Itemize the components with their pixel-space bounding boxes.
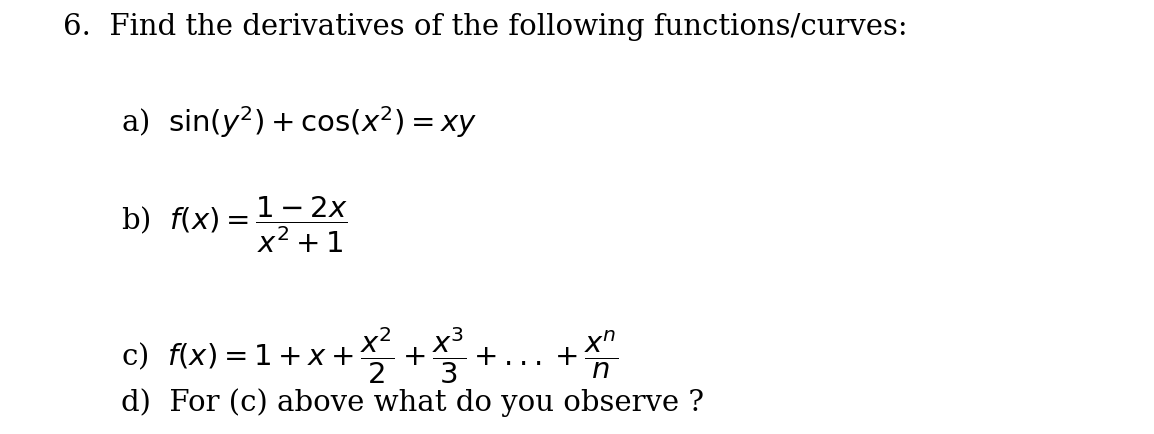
Text: 6.  Find the derivatives of the following functions/curves:: 6. Find the derivatives of the following… — [63, 13, 908, 41]
Text: b)  $f(x) = \dfrac{1 - 2x}{x^2 + 1}$: b) $f(x) = \dfrac{1 - 2x}{x^2 + 1}$ — [121, 195, 349, 255]
Text: d)  For (c) above what do you observe ?: d) For (c) above what do you observe ? — [121, 388, 704, 417]
Text: a)  $\sin(y^2) + \cos(x^2) = xy$: a) $\sin(y^2) + \cos(x^2) = xy$ — [121, 104, 478, 140]
Text: c)  $f(x) = 1 + x + \dfrac{x^2}{2} + \dfrac{x^3}{3} + ... + \dfrac{x^n}{n}$: c) $f(x) = 1 + x + \dfrac{x^2}{2} + \dfr… — [121, 326, 619, 385]
